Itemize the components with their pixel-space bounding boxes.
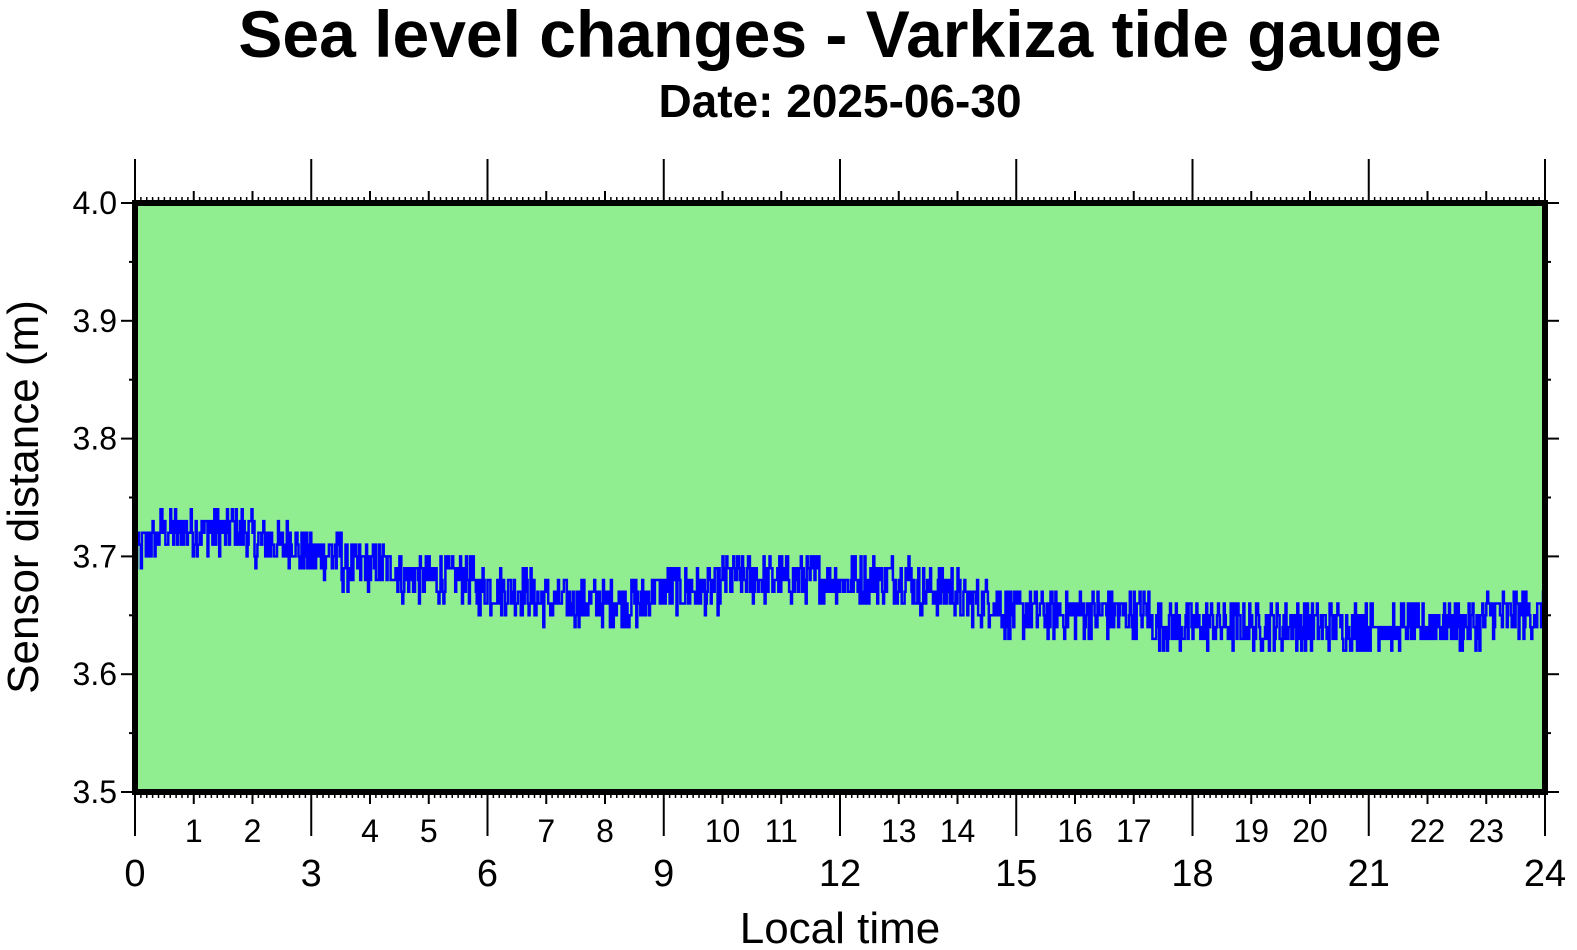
x-hour-tick-label: 17 [1116,813,1152,849]
x-hour-tick-label: 22 [1410,813,1446,849]
y-tick-label: 3.8 [73,421,117,457]
x-hour-tick-label: 14 [940,813,976,849]
x-hour-tick-label: 7 [537,813,555,849]
x-hour-tick-label: 13 [881,813,917,849]
x-major-tick-label: 9 [653,853,674,895]
x-hour-tick-label: 19 [1233,813,1269,849]
x-hour-tick-label: 5 [420,813,438,849]
x-hour-tick-label: 2 [244,813,262,849]
plot-frame [132,200,1548,795]
x-hour-tick-label: 4 [361,813,379,849]
x-major-tick-label: 15 [995,853,1037,895]
x-major-tick-label: 6 [477,853,498,895]
x-hour-tick-label: 20 [1292,813,1328,849]
y-tick-label: 3.6 [73,656,117,692]
x-hour-tick-label: 11 [765,813,798,849]
chart-title: Sea level changes - Varkiza tide gauge [238,0,1441,71]
x-major-tick-label: 18 [1171,853,1213,895]
x-major-tick-label: 3 [301,853,322,895]
x-hour-tick-label: 16 [1057,813,1093,849]
plot-area [135,203,1545,792]
y-tick-label: 4.0 [73,185,117,221]
x-hour-tick-label: 10 [705,813,741,849]
sea-level-series-line [134,508,1547,652]
series-layer [134,508,1547,652]
x-major-tick-label: 24 [1524,853,1566,895]
y-tick-labels: 3.5 3.6 3.7 3.8 3.9 4.0 [73,185,117,810]
y-tick-label: 3.5 [73,774,117,810]
x-tick-labels: 0 3 6 9 12 15 18 21 241 2 4 5 7 8 10 11 13 14 16 17 19 20 22 23 [124,813,1566,895]
y-tick-label: 3.9 [73,303,117,339]
x-hour-tick-label: 1 [185,813,203,849]
y-tick-label: 3.7 [73,538,117,574]
x-major-tick-label: 0 [124,853,145,895]
x-major-tick-label: 21 [1348,853,1390,895]
chart-subtitle: Date: 2025-06-30 [658,75,1021,127]
x-major-tick-label: 12 [819,853,861,895]
y-axis-label: Sensor distance (m) [0,300,48,694]
x-hour-tick-label: 8 [596,813,614,849]
x-hour-tick-label: 23 [1468,813,1504,849]
x-axis-label: Local time [740,904,941,950]
